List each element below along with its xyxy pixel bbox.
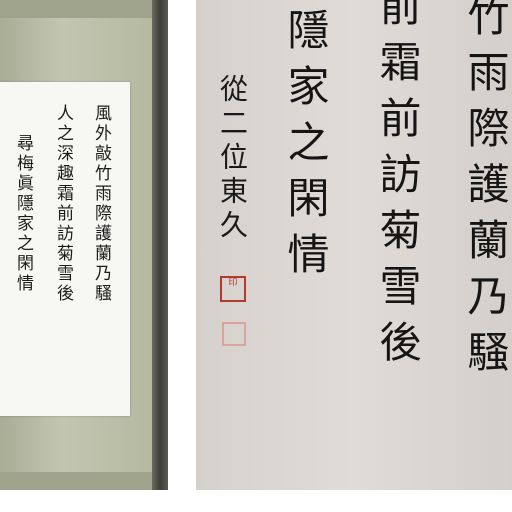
detail-column-1: 竹雨際護蘭乃騷 <box>461 0 510 386</box>
scroll-paper: 風外敲竹雨際護蘭乃騷 人之深趣霜前訪菊雪後 尋梅眞隱家之閑情 <box>0 82 130 416</box>
signature: 從二位東久 <box>216 74 249 244</box>
scroll-band-bottom <box>0 472 158 490</box>
scroll-rod <box>152 0 168 490</box>
seal-stamp-text: 印 <box>228 278 238 288</box>
poem-line-1: 風外敲竹雨際護蘭乃騷 <box>91 104 111 304</box>
paper-background <box>196 0 512 490</box>
scroll-band-top <box>0 0 158 18</box>
scroll-photo-detail: 竹雨際護蘭乃騷 前霜前訪菊雪後 隱家之閑情 從二位東久 印 <box>196 0 512 490</box>
scroll-photo-full: 風外敲竹雨際護蘭乃騷 人之深趣霜前訪菊雪後 尋梅眞隱家之閑情 <box>0 0 168 490</box>
seal-stamp-faint <box>222 322 246 346</box>
detail-column-3: 隱家之閑情 <box>281 8 330 288</box>
poem-line-3: 尋梅眞隱家之閑情 <box>13 134 33 294</box>
poem-line-2: 人之深趣霜前訪菊雪後 <box>53 104 73 304</box>
seal-stamp: 印 <box>220 276 246 302</box>
detail-column-2: 前霜前訪菊雪後 <box>373 0 422 376</box>
